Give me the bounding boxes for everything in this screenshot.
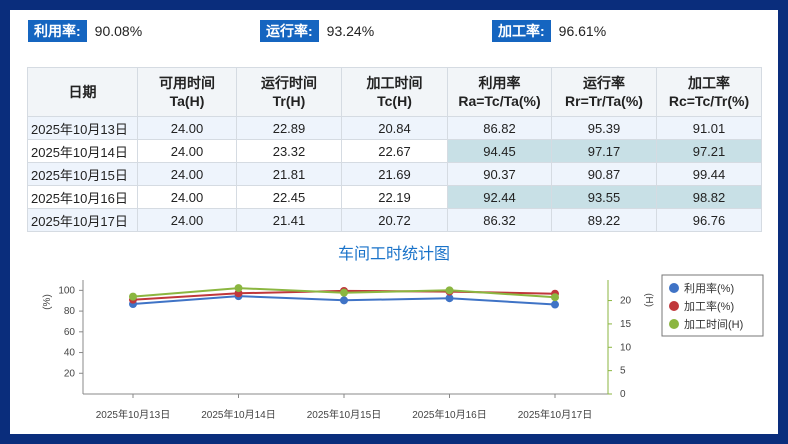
series-point-0 [551,300,559,309]
series-point-0 [445,294,454,303]
processing-value: 96.61% [558,23,607,39]
table-row: 2025年10月16日 24.00 22.45 22.19 92.44 93.5… [27,185,762,209]
x-tick-label: 2025年10月14日 [201,408,276,421]
cell-process-time: 21.69 [341,162,448,186]
operation-value: 93.24% [326,23,375,39]
table-row: 2025年10月15日 24.00 21.81 21.69 90.37 90.8… [27,162,762,186]
legend-marker [669,301,679,311]
cell-run-time: 22.45 [236,185,342,209]
legend-label: 加工时间(H) [684,318,743,331]
x-tick-label: 2025年10月16日 [412,408,487,421]
operation-label: 运行率: [260,20,319,42]
work-hours-chart: 20 40 60 80 100 0 5 10 15 20 (%) (H) 2025年10月13日 2025… [42,274,764,421]
series-point-2 [129,292,137,301]
series-point-2 [445,286,454,295]
utilization-summary: 利用率: 90.08% [28,20,142,42]
x-tick-label: 2025年10月13日 [96,408,171,421]
y-tick-label-right: 10 [620,342,632,353]
y-axis-label-right: (H) [643,293,654,307]
y-tick-label-right: 15 [620,319,632,330]
header-operation-rate: 运行率 Rr=Tr/Ta(%) [551,67,657,117]
header-processing-rate: 加工率 Rc=Tc/Tr(%) [656,67,762,117]
cell-date: 2025年10月17日 [27,208,138,232]
cell-utilization: 92.44 [447,185,552,209]
cell-available-time: 24.00 [137,208,237,232]
cell-processing-rate: 91.01 [656,116,762,140]
cell-processing-rate: 99.44 [656,162,762,186]
cell-process-time: 22.67 [341,139,448,163]
table-row: 2025年10月13日 24.00 22.89 20.84 86.82 95.3… [27,116,762,140]
cell-run-time: 22.89 [236,116,342,140]
header-available-time: 可用时间 Ta(H) [137,67,237,117]
legend-marker [669,283,679,293]
cell-processing-rate: 98.82 [656,185,762,209]
x-tick-label: 2025年10月15日 [307,408,382,421]
cell-run-time: 21.41 [236,208,342,232]
series-point-0 [340,296,348,305]
header-utilization: 利用率 Ra=Tc/Ta(%) [447,67,552,117]
y-tick-label-left: 100 [58,285,75,296]
chart-title: 车间工时统计图 [337,246,450,263]
cell-available-time: 24.00 [137,185,237,209]
cell-process-time: 20.72 [341,208,448,232]
y-tick-label-left: 40 [64,348,76,359]
y-tick-label-right: 20 [620,296,632,307]
table-row: 2025年10月17日 24.00 21.41 20.72 86.32 89.2… [27,208,762,232]
cell-operation-rate: 90.87 [551,162,657,186]
y-tick-label-left: 20 [64,368,76,379]
utilization-label: 利用率: [28,20,87,42]
series-point-2 [340,288,348,297]
y-axis-label-left: (%) [42,294,53,310]
processing-label: 加工率: [492,20,551,42]
cell-operation-rate: 89.22 [551,208,657,232]
cell-processing-rate: 97.21 [656,139,762,163]
series-point-2 [234,284,243,293]
report-panel: 利用率: 90.08% 运行率: 93.24% 加工率: 96.61% 日期 可… [10,10,778,434]
x-tick-label: 2025年10月17日 [518,408,593,421]
legend-label: 加工率(%) [684,299,734,313]
series-point-2 [551,293,559,302]
cell-operation-rate: 95.39 [551,116,657,140]
cell-date: 2025年10月13日 [27,116,138,140]
y-tick-label-left: 60 [64,327,76,338]
header-run-time: 运行时间 Tr(H) [236,67,342,117]
table-header-row: 日期 可用时间 Ta(H) 运行时间 Tr(H) 加工时间 Tc(H) 利用率 Ra=T… [27,67,762,117]
y-tick-label-right: 5 [620,366,626,377]
cell-run-time: 21.81 [236,162,342,186]
legend-marker [669,319,679,329]
cell-operation-rate: 93.55 [551,185,657,209]
header-process-time: 加工时间 Tc(H) [341,67,448,117]
y-tick-label-left: 80 [64,306,76,317]
operation-summary: 运行率: 93.24% [260,20,374,42]
y-tick-label-right: 0 [620,389,626,400]
processing-summary: 加工率: 96.61% [492,20,606,42]
cell-date: 2025年10月15日 [27,162,138,186]
work-hours-table: 日期 可用时间 Ta(H) 运行时间 Tr(H) 加工时间 Tc(H) 利用率 Ra=T… [27,67,762,232]
utilization-value: 90.08% [94,23,143,39]
legend-label: 利用率(%) [684,281,734,295]
cell-utilization: 90.37 [447,162,552,186]
header-date: 日期 [27,67,138,117]
cell-processing-rate: 96.76 [656,208,762,232]
